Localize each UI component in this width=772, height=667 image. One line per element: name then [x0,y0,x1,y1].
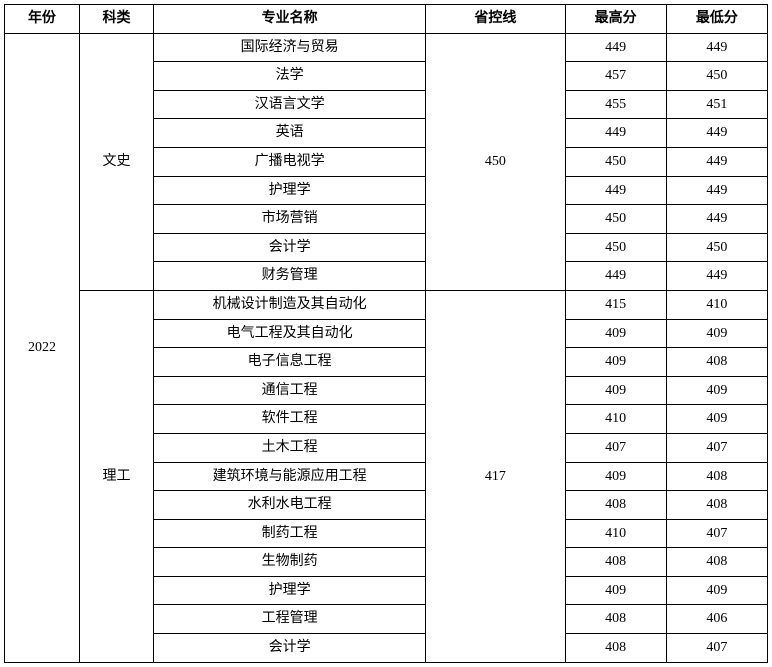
cell-high: 409 [565,319,666,348]
cell-category: 文史 [79,33,153,290]
cell-high: 409 [565,576,666,605]
cell-high: 455 [565,90,666,119]
cell-major: 会计学 [154,634,426,663]
cell-low: 449 [666,205,767,234]
cell-major: 电气工程及其自动化 [154,319,426,348]
cell-low: 407 [666,433,767,462]
cell-major: 国际经济与贸易 [154,33,426,62]
cell-low: 408 [666,348,767,377]
cell-high: 409 [565,462,666,491]
cell-high: 408 [565,605,666,634]
cell-major: 财务管理 [154,262,426,291]
cell-major: 汉语言文学 [154,90,426,119]
cell-low: 408 [666,462,767,491]
cell-low: 449 [666,119,767,148]
cell-major: 建筑环境与能源应用工程 [154,462,426,491]
header-major: 专业名称 [154,5,426,34]
cell-major: 英语 [154,119,426,148]
cell-low: 410 [666,290,767,319]
cell-major: 通信工程 [154,376,426,405]
cell-major: 工程管理 [154,605,426,634]
cell-major: 制药工程 [154,519,426,548]
cell-high: 408 [565,634,666,663]
cell-high: 449 [565,262,666,291]
cell-low: 406 [666,605,767,634]
header-category: 科类 [79,5,153,34]
table-row: 理工机械设计制造及其自动化417415410 [5,290,768,319]
cell-province-line: 417 [426,290,565,662]
cell-major: 软件工程 [154,405,426,434]
cell-low: 449 [666,147,767,176]
cell-high: 457 [565,62,666,91]
header-low: 最低分 [666,5,767,34]
cell-high: 450 [565,233,666,262]
cell-high: 450 [565,205,666,234]
cell-major: 电子信息工程 [154,348,426,377]
cell-high: 407 [565,433,666,462]
cell-low: 408 [666,491,767,520]
cell-major: 法学 [154,62,426,91]
cell-low: 409 [666,576,767,605]
cell-province-line: 450 [426,33,565,290]
cell-high: 450 [565,147,666,176]
cell-high: 408 [565,548,666,577]
cell-major: 生物制药 [154,548,426,577]
cell-major: 水利水电工程 [154,491,426,520]
cell-low: 449 [666,176,767,205]
cell-year: 2022 [5,33,80,662]
cell-low: 408 [666,548,767,577]
header-row: 年份 科类 专业名称 省控线 最高分 最低分 [5,5,768,34]
cell-major: 机械设计制造及其自动化 [154,290,426,319]
cell-major: 护理学 [154,576,426,605]
cell-low: 407 [666,634,767,663]
cell-major: 会计学 [154,233,426,262]
cell-high: 409 [565,348,666,377]
cell-major: 广播电视学 [154,147,426,176]
header-year: 年份 [5,5,80,34]
cell-low: 450 [666,233,767,262]
cell-major: 土木工程 [154,433,426,462]
table-body: 2022文史国际经济与贸易450449449法学457450汉语言文学45545… [5,33,768,662]
header-province-line: 省控线 [426,5,565,34]
cell-low: 450 [666,62,767,91]
cell-low: 449 [666,262,767,291]
cell-low: 449 [666,33,767,62]
cell-major: 市场营销 [154,205,426,234]
cell-high: 415 [565,290,666,319]
cell-high: 449 [565,33,666,62]
cell-high: 410 [565,405,666,434]
header-high: 最高分 [565,5,666,34]
cell-low: 409 [666,319,767,348]
table-row: 2022文史国际经济与贸易450449449 [5,33,768,62]
cell-low: 407 [666,519,767,548]
cell-high: 410 [565,519,666,548]
cell-high: 449 [565,119,666,148]
cell-low: 451 [666,90,767,119]
cell-category: 理工 [79,290,153,662]
cell-low: 409 [666,405,767,434]
cell-high: 449 [565,176,666,205]
cell-high: 408 [565,491,666,520]
admissions-table: 年份 科类 专业名称 省控线 最高分 最低分 2022文史国际经济与贸易4504… [4,4,768,663]
cell-major: 护理学 [154,176,426,205]
cell-low: 409 [666,376,767,405]
cell-high: 409 [565,376,666,405]
